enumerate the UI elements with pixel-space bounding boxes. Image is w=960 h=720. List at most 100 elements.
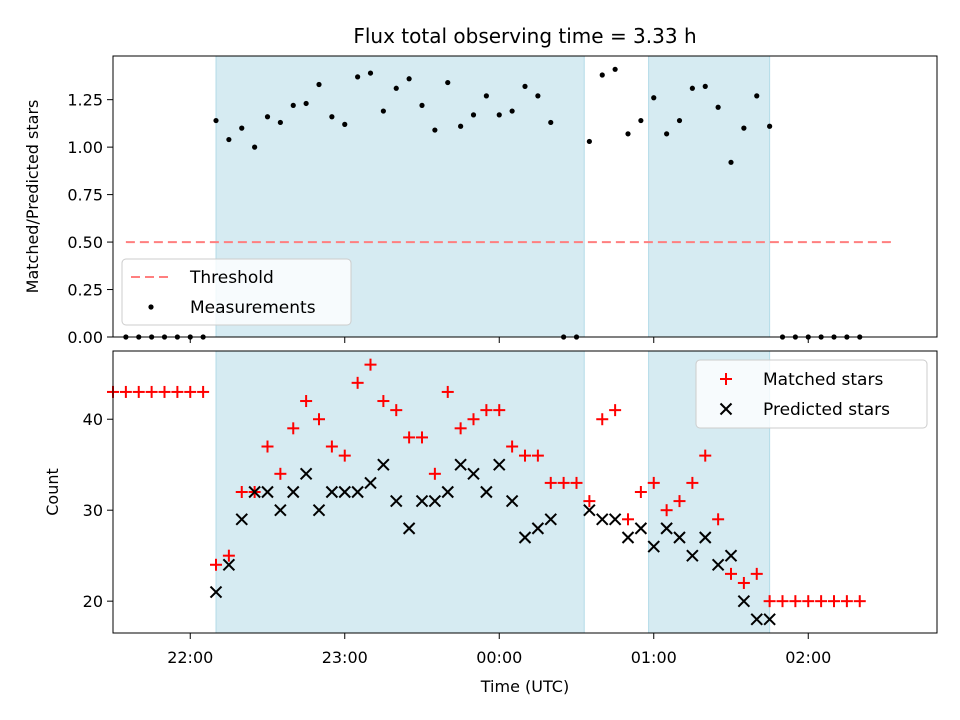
predicted-marker-b <box>634 522 648 535</box>
predicted-star-point <box>428 494 442 508</box>
predicted-marker-b <box>428 494 442 508</box>
measurement-point <box>483 93 489 99</box>
matched-star-point <box>840 595 853 608</box>
measurement-point <box>329 114 335 120</box>
bottom-plot-frame <box>112 350 938 634</box>
measurement-point <box>213 117 219 124</box>
matched-star-point <box>647 476 660 489</box>
matched-star-point <box>763 595 776 608</box>
bottom-y-axis-label: Count <box>43 468 62 516</box>
matched-star-point <box>403 431 416 444</box>
predicted-marker-b <box>493 458 506 471</box>
predicted-star-point <box>699 531 712 544</box>
matched-star-point <box>210 558 222 571</box>
y-tick-label: 0.25 <box>67 281 103 300</box>
predicted-marker-b <box>647 540 660 553</box>
predicted-marker-b <box>673 531 686 544</box>
predicted-marker-b <box>222 558 236 571</box>
bottom-predicted-points <box>209 458 776 626</box>
x-tick-label: 23:00 <box>322 648 368 667</box>
predicted-star-point <box>763 613 776 626</box>
predicted-marker-b <box>274 503 287 517</box>
matched-star-point <box>493 404 506 417</box>
measurement-point <box>252 144 258 150</box>
matched-star-point <box>377 395 390 408</box>
matched-star-point <box>197 385 210 398</box>
measurement-point <box>509 108 515 114</box>
matched-star-point <box>338 449 351 462</box>
predicted-marker-b <box>351 485 364 499</box>
bottom-matched-points <box>107 358 866 608</box>
predicted-marker-b <box>312 503 326 517</box>
predicted-star-point <box>235 513 248 526</box>
predicted-star-point <box>299 467 313 481</box>
predicted-marker-b <box>364 476 377 490</box>
predicted-marker-b <box>287 485 300 499</box>
predicted-marker-b <box>377 458 390 471</box>
matched-star-point <box>235 486 248 498</box>
y-tick-label: 1.25 <box>67 91 103 110</box>
top-plot-frame <box>112 55 938 338</box>
measurement-point <box>664 131 670 137</box>
predicted-marker-b <box>737 594 751 608</box>
y-tick-label: 0.00 <box>67 328 103 347</box>
measurement-point <box>380 108 386 114</box>
predicted-marker-b <box>686 549 699 562</box>
shaded-interval-1 <box>215 350 585 634</box>
bottom-panel: 20 30 40 22:00 23:00 00:00 01:00 02:00 Time (U… <box>43 350 938 696</box>
measurement-point <box>638 117 644 124</box>
predicted-marker-b <box>544 513 557 526</box>
measurement-point <box>715 104 721 110</box>
measurement-point <box>625 131 631 137</box>
measurement-point <box>393 85 399 91</box>
matched-star-point <box>531 449 544 462</box>
predicted-marker-b <box>724 549 738 562</box>
predicted-marker-b <box>454 458 467 471</box>
matched-star-point <box>480 404 493 417</box>
predicted-star-point <box>261 485 274 499</box>
matched-star-point <box>467 413 480 426</box>
matched-star-point <box>519 449 531 462</box>
predicted-marker-b <box>480 485 493 499</box>
matched-star-point <box>570 476 583 489</box>
x-tick-label: 01:00 <box>631 648 677 667</box>
measurement-point <box>767 123 773 129</box>
predicted-star-point <box>274 503 287 517</box>
y-tick-label: 0.50 <box>67 233 103 252</box>
predicted-marker-b <box>338 485 351 499</box>
x-tick-label: 02:00 <box>785 648 831 667</box>
matched-star-point <box>351 376 364 389</box>
matched-star-point <box>737 576 750 589</box>
predicted-marker-b <box>660 522 673 535</box>
measurement-point <box>406 76 412 82</box>
matched-star-point <box>158 385 171 398</box>
matched-star-point <box>222 549 235 562</box>
measurement-point <box>702 83 708 89</box>
y-tick-label: 0.75 <box>67 186 103 205</box>
measurement-point <box>754 93 760 99</box>
matched-star-point <box>287 422 300 435</box>
predicted-marker-b <box>763 613 776 626</box>
matched-star-point <box>428 467 441 480</box>
predicted-marker-b <box>583 503 596 517</box>
predicted-star-point <box>351 485 364 499</box>
matched-star-point <box>364 358 377 371</box>
measurement-point <box>419 102 425 108</box>
measurement-point <box>458 123 464 129</box>
legend-matched-label: Matched stars <box>763 370 883 390</box>
predicted-marker-b <box>699 531 712 544</box>
matched-star-point <box>712 513 725 526</box>
measurement-point <box>264 114 271 120</box>
measurement-point <box>355 74 361 80</box>
measurement-point <box>689 85 695 91</box>
predicted-marker-b <box>415 494 429 508</box>
predicted-star-point <box>415 494 429 508</box>
matched-star-point <box>802 595 815 608</box>
predicted-star-point <box>608 513 622 526</box>
predicted-star-point <box>660 522 673 535</box>
legend-measurement-label: Measurements <box>190 298 316 318</box>
predicted-marker-b <box>390 494 403 508</box>
matched-star-point <box>673 495 686 508</box>
predicted-marker-b <box>505 494 519 508</box>
bottom-shaded-intervals <box>215 350 771 634</box>
